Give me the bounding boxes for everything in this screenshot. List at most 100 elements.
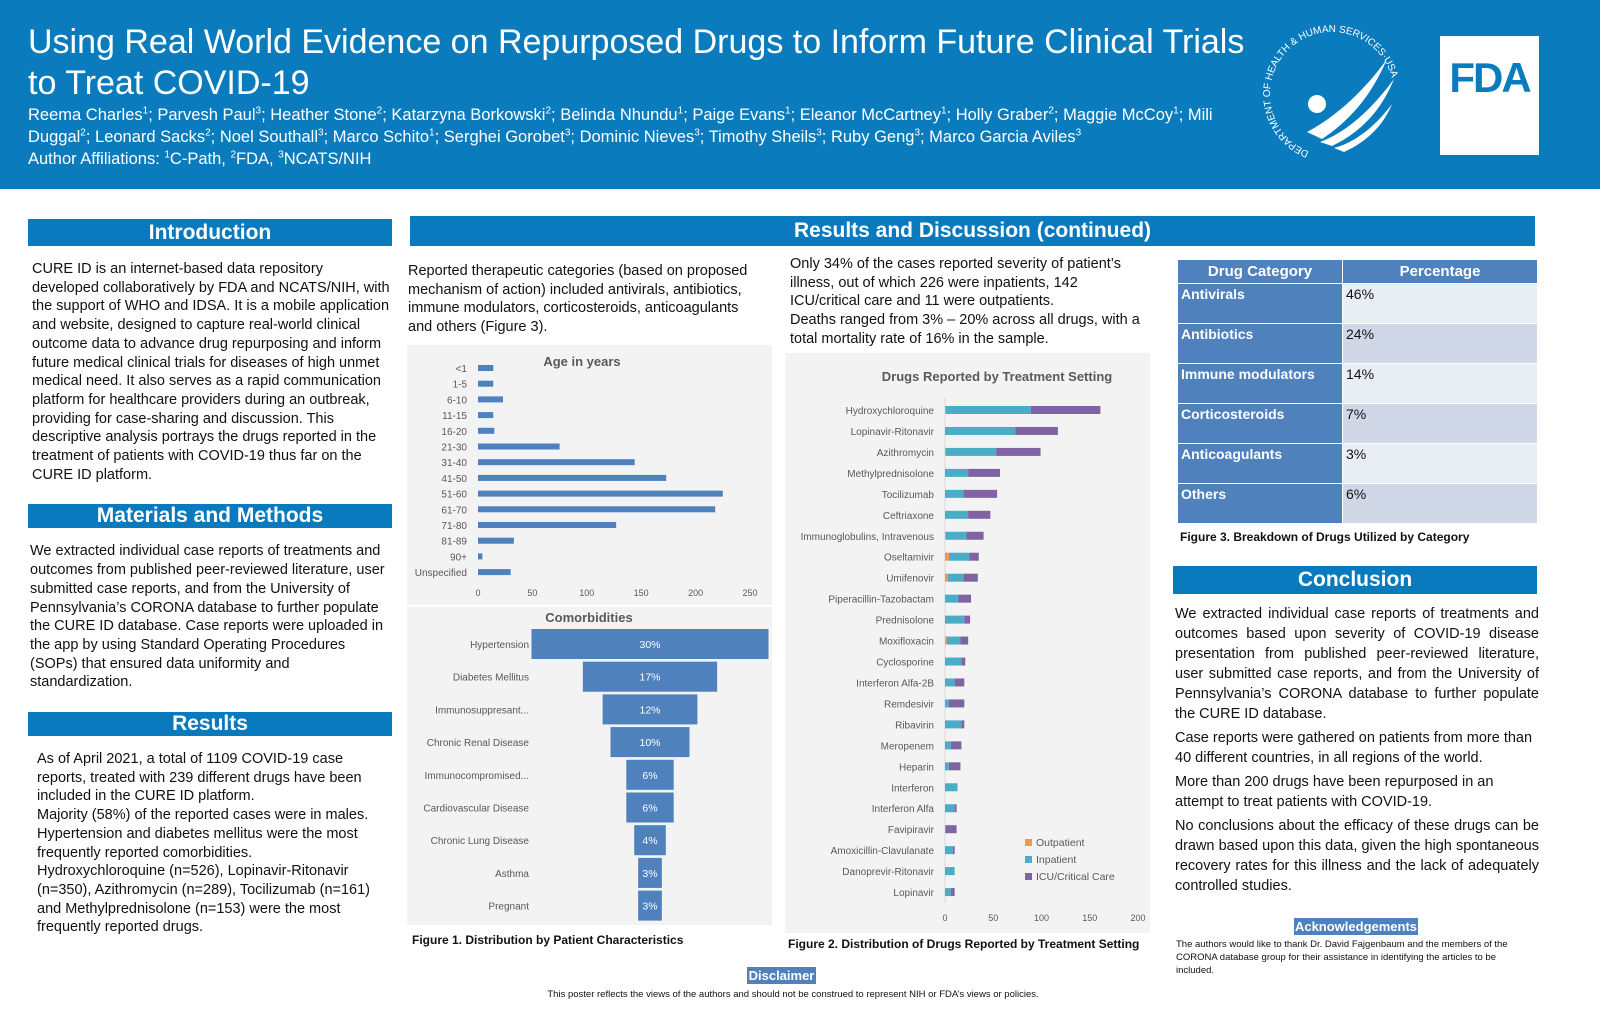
category-cell: Anticoagulants <box>1177 443 1343 484</box>
conclusion-paragraph: We extracted individual case reports of … <box>1175 606 1539 722</box>
bar-segment-inpatient <box>945 468 969 477</box>
category-label: Favipiravir <box>888 825 935 836</box>
drug-treatment-chart: Drugs Reported by Treatment Setting Hydro… <box>801 369 1146 923</box>
comorbidity-bar <box>634 825 666 856</box>
category-label: 31-40 <box>441 458 467 469</box>
bar-segment-icu-critical-care <box>961 657 966 666</box>
category-label: 16-20 <box>441 427 467 438</box>
category-label: Chronic Renal Disease <box>427 738 530 749</box>
disclaimer-heading: Disclaimer <box>747 967 816 984</box>
data-label: 4% <box>642 835 657 847</box>
results-heading: Results <box>28 712 392 737</box>
age-chart: Age in years <1 1-5 6-10 11-15 16-20 21-30 31-4… <box>415 354 758 598</box>
tick-label: 200 <box>688 588 703 598</box>
affiliation: 1C-Path <box>164 149 222 168</box>
bar-segment-icu-critical-care <box>952 845 955 854</box>
disclaimer-text: This poster reflects the views of the au… <box>547 989 1039 1000</box>
comorbidities-chart: Comorbidities Hypertension 30% Diabetes Mel… <box>423 610 769 921</box>
category-label: <1 <box>456 364 468 375</box>
category-label: 51-60 <box>441 489 467 500</box>
affiliations-label: Author Affiliations: <box>28 150 165 168</box>
tick-label: 50 <box>988 913 998 923</box>
table-row: Anticoagulants 3% <box>1177 443 1538 484</box>
comorbidity-bar <box>610 726 690 757</box>
bar-segment-icu-critical-care <box>966 531 984 540</box>
category-label: Amoxicillin-Clavulanate <box>831 846 935 857</box>
fda-logo: FDA <box>1440 36 1539 155</box>
author-name: Paige Evans1 <box>692 105 791 124</box>
data-label: 30% <box>639 639 660 651</box>
bar-segment-inpatient <box>945 405 1031 414</box>
author-name: Reema Charles1 <box>28 105 149 124</box>
category-label: Cyclosporine <box>876 657 934 668</box>
age-bar <box>478 474 667 481</box>
bar-segment-inpatient <box>945 531 967 540</box>
category-label: Diabetes Mellitus <box>453 673 529 684</box>
category-label: Danoprevir-Ritonavir <box>842 867 934 878</box>
results-paragraph: Majority (58%) of the reported cases wer… <box>37 807 369 861</box>
category-label: 11-15 <box>442 411 467 422</box>
age-bar <box>478 553 483 560</box>
results-continued-heading: Results and Discussion (continued) <box>410 216 1535 246</box>
conclusion-paragraph: No conclusions about the efficacy of the… <box>1175 818 1539 894</box>
category-label: Interferon Alfa <box>872 804 935 815</box>
category-cell: Antivirals <box>1177 283 1343 324</box>
bar-segment-inpatient <box>948 552 970 561</box>
percentage-cell: 46% <box>1342 283 1538 324</box>
conclusion-heading: Conclusion <box>1173 566 1537 594</box>
author-name: Marco Garcia Aviles3 <box>929 127 1082 146</box>
table-row: Immune modulators 14% <box>1177 363 1538 404</box>
comorbidity-bar <box>638 857 662 888</box>
bar-segment-icu-critical-care <box>969 552 979 561</box>
tick-label: 150 <box>634 588 649 598</box>
legend-swatch <box>1025 855 1032 863</box>
bar-segment-inpatient <box>945 657 962 666</box>
percentage-cell: 3% <box>1342 443 1538 484</box>
age-bar <box>478 427 495 434</box>
category-label: Prednisolone <box>876 615 935 626</box>
table-header: Percentage <box>1342 259 1538 284</box>
category-label: Tocilizumab <box>882 489 935 500</box>
bar-segment-outpatient <box>945 573 948 582</box>
comorbidity-bar <box>602 694 698 725</box>
age-bar <box>478 364 494 371</box>
age-bar <box>478 396 504 403</box>
header-text: Using Real World Evidence on Repurposed … <box>28 22 1260 170</box>
tick-label: 100 <box>579 588 594 598</box>
percentage-cell: 6% <box>1342 483 1538 524</box>
severity-text: Only 34% of the cases reported severity … <box>790 255 1150 349</box>
age-bar <box>478 568 511 575</box>
bar-segment-inpatient <box>945 698 949 707</box>
comorbidity-bar <box>531 628 769 659</box>
category-label: 71-80 <box>441 521 467 532</box>
data-label: 12% <box>639 704 660 716</box>
age-bar <box>478 443 560 450</box>
bar-segment-inpatient <box>945 740 951 749</box>
legend-label: Inpatient <box>1036 854 1076 866</box>
data-label: 3% <box>642 900 657 912</box>
figure1-caption: Figure 1. Distribution by Patient Charac… <box>412 932 684 947</box>
conclusion-paragraph: Case reports were gathered on patients f… <box>1175 730 1533 766</box>
left-column: Introduction CURE ID is an internet-base… <box>28 219 392 937</box>
author-name: Ruby Geng3 <box>830 127 920 146</box>
age-bar <box>478 380 494 387</box>
bar-segment-icu-critical-care <box>968 510 991 519</box>
comorbidities-chart-panel: Comorbidities Hypertension 30% Diabetes Mel… <box>407 606 772 925</box>
category-label: Ceftriaxone <box>883 510 935 521</box>
table-header: Drug Category <box>1177 259 1343 284</box>
category-label: Hydroxychloroquine <box>846 406 935 417</box>
bar-segment-outpatient <box>945 552 949 561</box>
age-bar <box>478 459 635 466</box>
methods-text: We extracted individual case reports of … <box>30 543 385 691</box>
category-label: 81-89 <box>441 537 467 548</box>
category-label: 90+ <box>450 552 467 563</box>
category-label: Hypertension <box>470 640 529 651</box>
tick-label: 150 <box>1082 913 1097 923</box>
third-column: Only 34% of the cases reported severity … <box>785 255 1150 951</box>
bar-segment-inpatient <box>945 824 946 833</box>
table-row: Antibiotics 24% <box>1177 323 1538 364</box>
age-bar <box>478 506 716 513</box>
chart-title: Age in years <box>543 354 620 369</box>
percentage-cell: 14% <box>1342 363 1538 404</box>
bar-segment-inpatient <box>945 782 958 791</box>
